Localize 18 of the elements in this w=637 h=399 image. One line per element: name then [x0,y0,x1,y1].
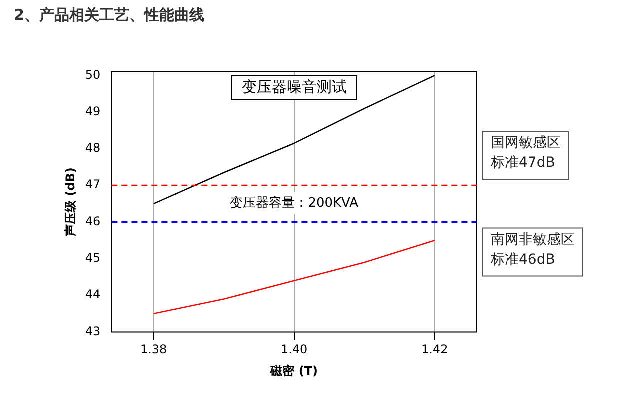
y-tick-label: 50 [85,68,101,82]
ref-line-label: 南网非敏感区标准46dB [490,232,575,268]
y-tick-label: 47 [85,178,101,192]
y-tick-label: 43 [85,324,101,338]
y-tick-label: 48 [85,141,101,156]
x-axis-title: 磁密 (T) [270,364,318,378]
x-tick-label: 1.38 [140,342,168,357]
text: 变压器噪音测试 [242,78,347,96]
y-tick-label: 45 [85,251,101,266]
x-tick-label: 1.42 [421,342,448,357]
y-tick-label: 49 [85,104,101,118]
y-axis-title: 声压级 (dB) [63,168,78,238]
x-tick-label: 1.40 [280,342,308,357]
ref-line-label: 国网敏感区标准47dB [490,135,561,172]
text: 2、产品相关工艺、性能曲线 [14,6,204,25]
annotation: 变压器容量：200KVA [230,194,359,211]
y-tick-label: 46 [85,214,101,228]
y-tick-label: 44 [85,288,101,302]
